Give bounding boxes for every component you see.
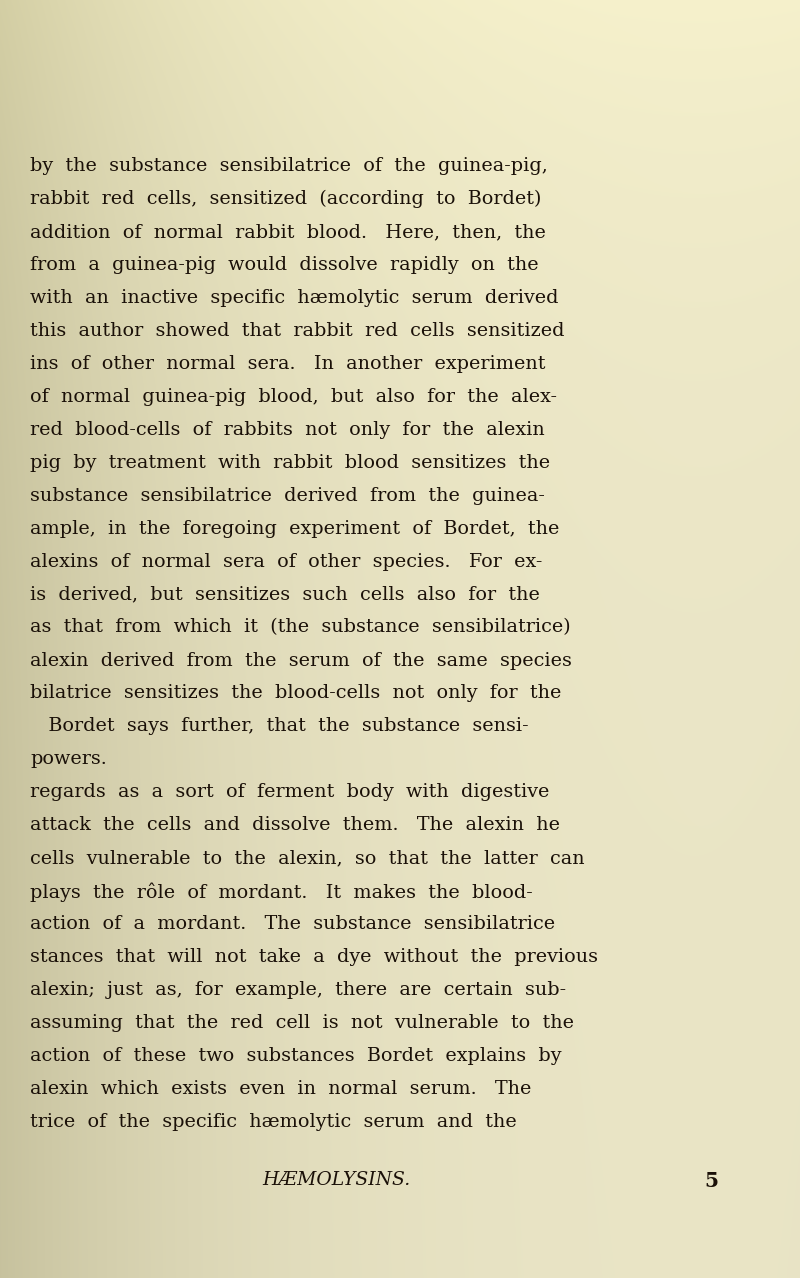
- Text: from  a  guinea-pig  would  dissolve  rapidly  on  the: from a guinea-pig would dissolve rapidly…: [30, 256, 539, 273]
- Text: ins  of  other  normal  sera.   In  another  experiment: ins of other normal sera. In another exp…: [30, 355, 546, 373]
- Text: of  normal  guinea-pig  blood,  but  also  for  the  alex-: of normal guinea-pig blood, but also for…: [30, 387, 558, 405]
- Text: alexin;  just  as,  for  example,  there  are  certain  sub-: alexin; just as, for example, there are …: [30, 982, 566, 999]
- Text: HÆMOLYSINS.: HÆMOLYSINS.: [262, 1171, 410, 1189]
- Text: action  of  a  mordant.   The  substance  sensibilatrice: action of a mordant. The substance sensi…: [30, 915, 555, 933]
- Text: stances  that  will  not  take  a  dye  without  the  previous: stances that will not take a dye without…: [30, 948, 598, 966]
- Text: alexin  derived  from  the  serum  of  the  same  species: alexin derived from the serum of the sam…: [30, 652, 572, 670]
- Text: addition  of  normal  rabbit  blood.   Here,  then,  the: addition of normal rabbit blood. Here, t…: [30, 222, 546, 240]
- Text: alexins  of  normal  sera  of  other  species.   For  ex-: alexins of normal sera of other species.…: [30, 552, 542, 570]
- Text: regards  as  a  sort  of  ferment  body  with  digestive: regards as a sort of ferment body with d…: [30, 783, 550, 801]
- Text: bilatrice  sensitizes  the  blood-cells  not  only  for  the: bilatrice sensitizes the blood-cells not…: [30, 685, 562, 703]
- Text: action  of  these  two  substances  Bordet  explains  by: action of these two substances Bordet ex…: [30, 1047, 562, 1065]
- Text: assuming  that  the  red  cell  is  not  vulnerable  to  the: assuming that the red cell is not vulner…: [30, 1015, 574, 1033]
- Text: rabbit  red  cells,  sensitized  (according  to  Bordet): rabbit red cells, sensitized (according …: [30, 190, 542, 208]
- Text: trice  of  the  specific  hæmolytic  serum  and  the: trice of the specific hæmolytic serum an…: [30, 1113, 517, 1131]
- Text: cells  vulnerable  to  the  alexin,  so  that  the  latter  can: cells vulnerable to the alexin, so that …: [30, 850, 585, 868]
- Text: plays  the  rôle  of  mordant.   It  makes  the  blood-: plays the rôle of mordant. It makes the …: [30, 882, 533, 902]
- Text: alexin  which  exists  even  in  normal  serum.   The: alexin which exists even in normal serum…: [30, 1080, 532, 1098]
- Text: this  author  showed  that  rabbit  red  cells  sensitized: this author showed that rabbit red cells…: [30, 322, 565, 340]
- Text: Bordet  says  further,  that  the  substance  sensi-: Bordet says further, that the substance …: [30, 717, 529, 735]
- Text: is  derived,  but  sensitizes  such  cells  also  for  the: is derived, but sensitizes such cells al…: [30, 585, 540, 603]
- Text: pig  by  treatment  with  rabbit  blood  sensitizes  the: pig by treatment with rabbit blood sensi…: [30, 454, 550, 472]
- Text: by  the  substance  sensibilatrice  of  the  guinea-pig,: by the substance sensibilatrice of the g…: [30, 157, 548, 175]
- Text: red  blood-cells  of  rabbits  not  only  for  the  alexin: red blood-cells of rabbits not only for …: [30, 420, 545, 438]
- Text: with  an  inactive  specific  hæmolytic  serum  derived: with an inactive specific hæmolytic seru…: [30, 289, 559, 307]
- Text: attack  the  cells  and  dissolve  them.   The  alexin  he: attack the cells and dissolve them. The …: [30, 817, 560, 835]
- Text: as  that  from  which  it  (the  substance  sensibilatrice): as that from which it (the substance sen…: [30, 619, 571, 636]
- Text: substance  sensibilatrice  derived  from  the  guinea-: substance sensibilatrice derived from th…: [30, 487, 546, 505]
- Text: 5: 5: [704, 1171, 718, 1191]
- Text: powers.: powers.: [30, 750, 107, 768]
- Text: ample,  in  the  foregoing  experiment  of  Bordet,  the: ample, in the foregoing experiment of Bo…: [30, 520, 560, 538]
